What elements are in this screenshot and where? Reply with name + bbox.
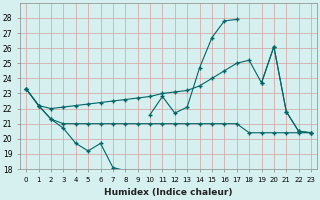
X-axis label: Humidex (Indice chaleur): Humidex (Indice chaleur) bbox=[104, 188, 233, 197]
